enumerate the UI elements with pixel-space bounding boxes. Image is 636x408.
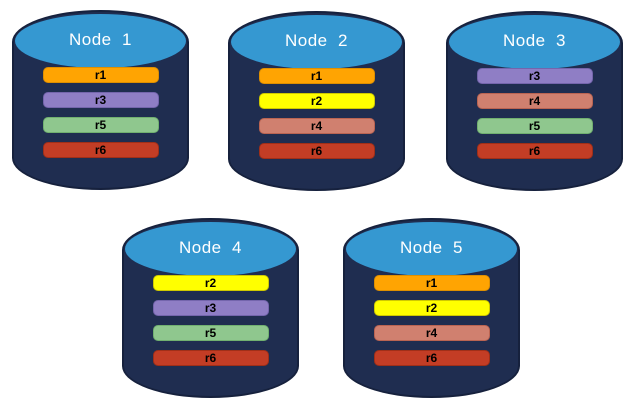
node-label: Node 2	[284, 31, 349, 50]
database-node-4: Node 4 r2 r3 r5 r6	[122, 218, 299, 398]
replica-bar-r5: r5	[476, 118, 593, 134]
replica-list: r1 r2 r4 r6	[373, 275, 490, 366]
replica-list: r2 r3 r5 r6	[152, 275, 269, 366]
database-node-2: Node 2 r1 r2 r4 r6	[228, 11, 405, 191]
node-label: Node 1	[68, 30, 133, 49]
replica-bar-r4: r4	[258, 118, 375, 134]
replica-bar-r1: r1	[258, 68, 375, 84]
node-label: Node 5	[399, 238, 464, 257]
replica-bar-r6: r6	[42, 142, 159, 158]
replica-list: r1 r3 r5 r6	[42, 67, 159, 158]
database-node-3: Node 3 r3 r4 r5 r6	[446, 11, 623, 191]
node-label: Node 4	[178, 238, 243, 257]
replica-bar-r4: r4	[373, 325, 490, 341]
database-node-5: Node 5 r1 r2 r4 r6	[343, 218, 520, 398]
cylinder-top: Node 5	[346, 222, 517, 276]
database-node-1: Node 1 r1 r3 r5 r6	[12, 10, 189, 190]
replica-bar-r3: r3	[42, 92, 159, 108]
cylinder-top: Node 3	[449, 15, 620, 69]
replica-list: r3 r4 r5 r6	[476, 68, 593, 159]
replica-bar-r3: r3	[152, 300, 269, 316]
replica-bar-r5: r5	[42, 117, 159, 133]
replica-bar-r4: r4	[476, 93, 593, 109]
replica-bar-r2: r2	[258, 93, 375, 109]
replica-bar-r2: r2	[373, 300, 490, 316]
replica-bar-r6: r6	[152, 350, 269, 366]
cylinder-top: Node 2	[231, 15, 402, 69]
replica-bar-r6: r6	[476, 143, 593, 159]
replica-list: r1 r2 r4 r6	[258, 68, 375, 159]
cylinder-top: Node 4	[125, 222, 296, 276]
replica-bar-r1: r1	[42, 67, 159, 83]
replica-bar-r6: r6	[373, 350, 490, 366]
replica-bar-r5: r5	[152, 325, 269, 341]
replica-bar-r3: r3	[476, 68, 593, 84]
replica-bar-r6: r6	[258, 143, 375, 159]
replica-bar-r1: r1	[373, 275, 490, 291]
replica-bar-r2: r2	[152, 275, 269, 291]
cylinder-top: Node 1	[15, 14, 186, 68]
node-label: Node 3	[502, 31, 567, 50]
